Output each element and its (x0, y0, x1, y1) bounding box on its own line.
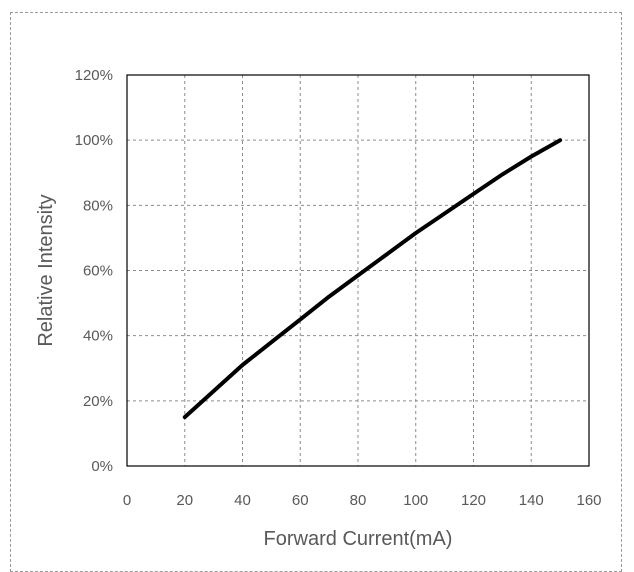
x-tick-label: 40 (234, 492, 251, 509)
x-tick-label: 60 (292, 492, 309, 509)
series-line (182, 138, 563, 420)
x-tick-label: 20 (176, 492, 193, 509)
y-tick-labels: 0% 20% 40% 60% 80% 100% 120% (75, 67, 113, 475)
x-tick-label: 160 (576, 492, 601, 509)
y-tick-label: 60% (83, 263, 113, 280)
y-tick-label: 40% (83, 328, 113, 345)
plot-area (126, 74, 590, 467)
x-tick-labels: 0 20 40 60 80 100 120 140 160 (123, 492, 602, 509)
x-tick-label: 80 (350, 492, 367, 509)
grid-lines (127, 75, 589, 466)
x-tick-label: 120 (461, 492, 486, 509)
y-tick-label: 0% (91, 458, 113, 475)
line-chart: 0 20 40 60 80 100 120 140 160 0% 20% 40% 60% 80% 100%… (35, 67, 602, 550)
y-axis-title: Relative Intensity (35, 194, 57, 346)
y-tick-label: 20% (83, 393, 113, 410)
y-tick-label: 100% (75, 132, 113, 149)
x-tick-label: 140 (519, 492, 544, 509)
x-tick-label: 0 (123, 492, 131, 509)
y-tick-label: 80% (83, 197, 113, 214)
y-tick-label: 120% (75, 67, 113, 84)
x-axis-title: Forward Current(mA) (264, 528, 453, 550)
series-layer (182, 138, 563, 420)
x-tick-label: 100 (403, 492, 428, 509)
